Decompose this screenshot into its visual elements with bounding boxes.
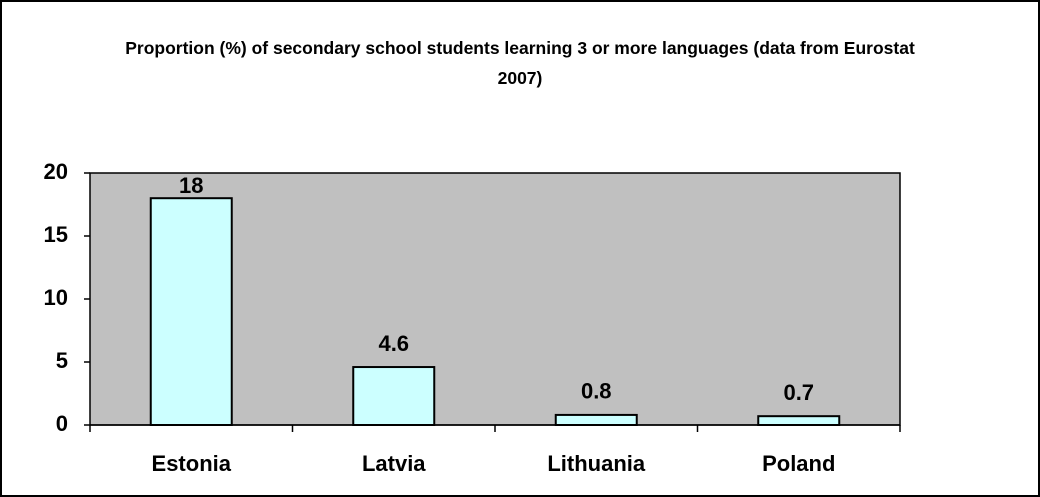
data-label: 18 bbox=[179, 173, 203, 198]
x-tick-label: Poland bbox=[762, 451, 835, 476]
chart-title: Proportion (%) of secondary school stude… bbox=[125, 38, 915, 88]
x-tick-label: Lithuania bbox=[547, 451, 646, 476]
bar bbox=[352, 366, 436, 427]
bar bbox=[757, 415, 841, 426]
y-tick-label: 20 bbox=[44, 159, 68, 184]
y-tick-label: 15 bbox=[44, 222, 68, 247]
x-tick-label: Estonia bbox=[152, 451, 232, 476]
data-label: 0.8 bbox=[581, 379, 612, 404]
data-label: 0.7 bbox=[783, 380, 814, 405]
y-tick-label: 5 bbox=[56, 348, 68, 373]
data-label: 4.6 bbox=[378, 331, 409, 356]
y-tick-label: 0 bbox=[56, 411, 68, 436]
bar bbox=[149, 197, 233, 426]
x-tick-label: Latvia bbox=[362, 451, 426, 476]
bar bbox=[554, 413, 638, 427]
y-tick-label: 10 bbox=[44, 285, 68, 310]
